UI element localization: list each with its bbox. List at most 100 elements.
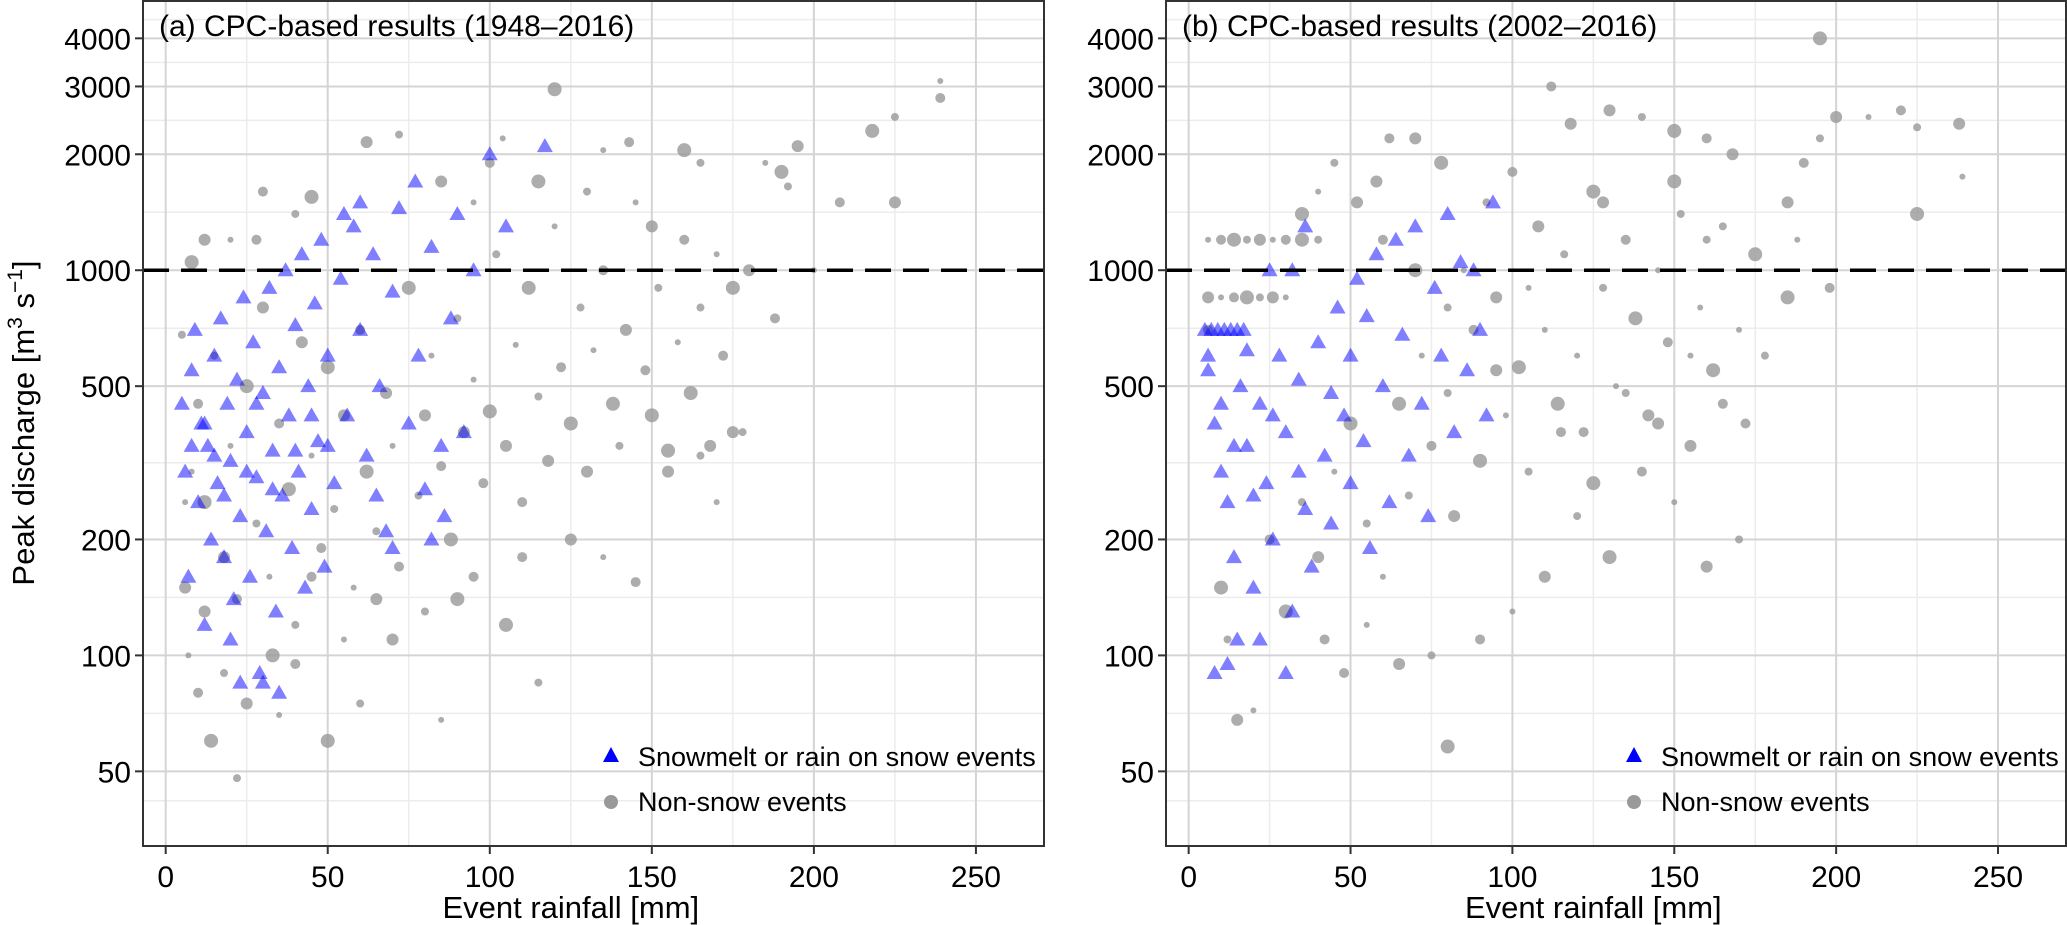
non-snow-point bbox=[1546, 81, 1557, 92]
non-snow-point bbox=[1231, 713, 1244, 726]
non-snow-point bbox=[644, 408, 659, 423]
non-snow-point bbox=[256, 301, 269, 314]
snowmelt-point bbox=[352, 321, 369, 336]
non-snow-point bbox=[1223, 635, 1232, 644]
non-snow-point bbox=[1490, 364, 1503, 377]
non-snow-point bbox=[534, 392, 543, 401]
non-snow-point bbox=[1735, 535, 1744, 544]
y-tick-label: 2000 bbox=[1087, 139, 1154, 172]
non-snow-point bbox=[1205, 236, 1212, 243]
y-axis-title-unit: s bbox=[6, 293, 41, 317]
snowmelt-point bbox=[1400, 447, 1417, 462]
snowmelt-point bbox=[416, 481, 433, 496]
non-snow-point bbox=[1687, 352, 1694, 359]
non-snow-point bbox=[418, 409, 431, 422]
non-snow-point bbox=[1706, 363, 1721, 378]
non-snow-point bbox=[696, 451, 705, 460]
snowmelt-point bbox=[173, 395, 190, 410]
snowmelt-point bbox=[271, 359, 288, 374]
non-snow-point bbox=[547, 82, 562, 97]
x-tick-label: 0 bbox=[157, 861, 174, 894]
non-snow-point bbox=[1370, 175, 1383, 188]
snowmelt-point bbox=[297, 579, 314, 594]
x-tick-label: 200 bbox=[789, 861, 839, 894]
snowmelt-point bbox=[1426, 279, 1443, 294]
non-snow-point bbox=[306, 571, 317, 582]
non-snow-point bbox=[888, 196, 901, 209]
snowmelt-point bbox=[238, 463, 255, 478]
non-snow-point bbox=[1676, 209, 1685, 218]
y-tick-label: 500 bbox=[1104, 371, 1154, 404]
snowmelt-point bbox=[1310, 334, 1327, 349]
non-snow-point bbox=[1560, 250, 1569, 259]
non-snow-point bbox=[563, 416, 578, 431]
snowmelt-point bbox=[1251, 631, 1268, 646]
non-snow-point bbox=[257, 186, 268, 197]
snowmelt-point bbox=[183, 437, 200, 452]
non-snow-point bbox=[1662, 337, 1673, 348]
non-snow-point bbox=[1426, 440, 1437, 451]
snowmelt-point bbox=[449, 205, 466, 220]
non-snow-point bbox=[1216, 234, 1227, 245]
snowmelt-point bbox=[306, 295, 323, 310]
non-snow-point bbox=[783, 182, 792, 191]
y-tick-label: 4000 bbox=[64, 23, 131, 56]
non-snow-point bbox=[1294, 232, 1309, 247]
non-snow-point bbox=[738, 428, 747, 437]
snowmelt-point bbox=[1342, 347, 1359, 362]
snowmelt-point bbox=[1229, 631, 1246, 646]
non-snow-point bbox=[1339, 668, 1350, 679]
non-snow-point bbox=[718, 350, 729, 361]
non-snow-point bbox=[227, 442, 234, 449]
snowmelt-point bbox=[219, 395, 236, 410]
snowmelt-point bbox=[1284, 603, 1301, 618]
non-snow-point bbox=[774, 164, 789, 179]
non-snow-point bbox=[359, 464, 374, 479]
non-snow-point bbox=[935, 92, 946, 103]
non-snow-point bbox=[1815, 134, 1824, 143]
non-snow-point bbox=[1214, 580, 1229, 595]
snowmelt-point bbox=[261, 279, 278, 294]
non-snow-point bbox=[1392, 396, 1407, 411]
snowmelt-point bbox=[248, 469, 265, 484]
non-snow-point bbox=[291, 620, 300, 629]
non-snow-point bbox=[1363, 621, 1370, 628]
snowmelt-point bbox=[326, 475, 343, 490]
non-snow-point bbox=[1667, 174, 1682, 189]
snowmelt-point bbox=[410, 347, 427, 362]
non-snow-point bbox=[551, 223, 558, 230]
snowmelt-point bbox=[177, 463, 194, 478]
snowmelt-point bbox=[339, 407, 356, 422]
snowmelt-point bbox=[1459, 362, 1476, 377]
snowmelt-point bbox=[1413, 395, 1430, 410]
non-snow-point bbox=[517, 497, 528, 508]
non-snow-point bbox=[252, 519, 261, 528]
y-tick-label: 200 bbox=[1104, 524, 1154, 557]
snowmelt-point bbox=[241, 568, 258, 583]
non-snow-point bbox=[521, 280, 536, 295]
non-snow-point bbox=[624, 137, 635, 148]
non-snow-point bbox=[1910, 206, 1925, 221]
snowmelt-point bbox=[1235, 321, 1252, 336]
non-snow-point bbox=[1509, 608, 1516, 615]
non-snow-point bbox=[232, 774, 241, 783]
y-tick-label: 4000 bbox=[1087, 23, 1154, 56]
x-tick-label: 50 bbox=[311, 861, 344, 894]
non-snow-point bbox=[184, 255, 199, 270]
snowmelt-point bbox=[274, 487, 291, 502]
non-snow-point bbox=[1524, 467, 1533, 476]
snowmelt-point bbox=[378, 523, 395, 538]
non-snow-point bbox=[1362, 519, 1371, 528]
non-snow-point bbox=[937, 77, 944, 84]
non-snow-point bbox=[478, 478, 489, 489]
non-snow-point bbox=[1671, 499, 1678, 506]
non-snow-point bbox=[470, 376, 477, 383]
snowmelt-point bbox=[1261, 262, 1278, 277]
non-snow-point bbox=[1434, 155, 1449, 170]
snowmelt-point bbox=[1238, 342, 1255, 357]
snowmelt-point bbox=[391, 200, 408, 215]
snowmelt-point bbox=[254, 385, 271, 400]
y-tick-label: 500 bbox=[81, 371, 131, 404]
y-tick-label: 2000 bbox=[64, 139, 131, 172]
non-snow-point bbox=[1573, 512, 1582, 521]
